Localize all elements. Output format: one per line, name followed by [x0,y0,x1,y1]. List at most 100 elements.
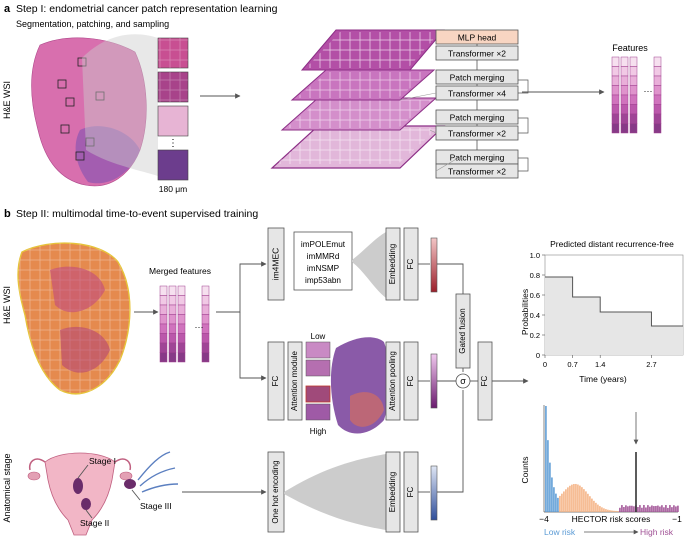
skip-link-0 [518,79,529,94]
hist-bar-66 [677,505,679,512]
fc-box-attn [267,341,285,421]
stack-block-label-2: Transformer ×4 [448,89,506,99]
features-dots-a: ··· [644,86,653,96]
hist-bar-6 [557,497,559,512]
attention-module-label: Attention module [290,350,299,411]
hist-bar-46 [637,507,639,512]
feat-b-cell-1-7 [168,352,177,363]
feat-a-cell-0-4 [611,94,620,105]
sigma-label: σ [460,376,466,386]
feat-a-cell-0-1 [611,66,620,77]
feat-a-cell-3-4 [653,94,662,105]
hist-bar-20 [585,491,587,512]
hist-bar-7 [559,495,561,512]
zoom-cone [82,34,158,177]
km-ytick-label-4: 0.8 [530,271,540,280]
feat-b-cell-3-6 [201,342,210,353]
embedding-box-1 [385,227,401,301]
feat-a-cell-2-1 [629,66,638,77]
fc-label-final: FC [480,375,489,386]
hist-bar-5 [555,493,557,512]
hist-bar-2 [549,462,551,512]
hist-bar-60 [665,505,667,512]
line-stage-to-fusion [437,390,464,493]
stack-block-label-6: Transformer ×2 [448,167,506,177]
section-b-title: Step II: multimodal time-to-event superv… [16,208,258,220]
hist-bar-61 [667,507,669,512]
feat-a-cell-2-2 [629,75,638,86]
km-xtick-label-0: 0 [543,360,547,369]
anatomical-stage-label: Anatomical stage [2,453,12,522]
hist-bar-37 [619,507,621,512]
section-a-letter: a [4,3,11,15]
km-curve [545,276,683,327]
feat-b-cell-2-7 [177,352,186,363]
feat-a-cell-0-7 [611,123,620,134]
hist-bar-17 [579,485,581,512]
hist-bar-50 [645,507,647,512]
subtype-p53abn: imp53abn [305,276,341,285]
merged-features-label: Merged features [149,266,211,276]
section-a-subtitle: Segmentation, patching, and sampling [16,19,169,29]
risk-histogram [543,405,679,513]
hist-bar-48 [641,507,643,512]
stack-block-label-1: Patch merging [450,73,505,83]
arrow-to-im4mec [216,261,267,313]
attention-low-label: Low [311,332,326,341]
subtype-mmrd: imMMRd [307,252,340,261]
stack-block-label-0: Transformer ×2 [448,49,506,59]
hist-bar-16 [577,484,579,512]
feat-a-cell-1-7 [620,123,629,134]
feat-b-cell-2-1 [177,295,186,306]
patch-thumbnails [157,37,189,181]
hist-bar-53 [651,505,653,512]
feature-columns-a [611,56,662,134]
feat-a-cell-1-0 [620,56,629,67]
hist-bar-21 [587,493,589,512]
onehot-label: One hot encoding [271,460,280,523]
feat-b-cell-0-2 [159,304,168,315]
stack-block-label-5: Patch merging [450,153,505,163]
subtype-pole: imPOLEmut [301,240,346,249]
hist-bar-59 [663,507,665,512]
section-b-wsi-label: H&E WSI [2,286,12,324]
hist-bar-19 [583,489,585,512]
feat-a-cell-2-0 [629,56,638,67]
im4mec-label: im4MEC [270,248,280,281]
hist-bar-22 [589,496,591,512]
fc-label-attn: FC [271,375,280,386]
hist-bar-13 [571,484,573,512]
features-label: Features [612,43,648,53]
hist-bar-23 [591,498,593,512]
feat-b-cell-3-1 [201,295,210,306]
stage-3-label: Stage III [140,501,172,511]
feat-a-cell-3-7 [653,123,662,134]
feat-a-cell-3-0 [653,56,662,67]
feat-b-cell-0-7 [159,352,168,363]
feat-b-cell-1-6 [168,342,177,353]
hist-bar-40 [625,505,627,512]
feat-b-cell-1-4 [168,323,177,334]
stage-1-label: Stage I [89,456,116,466]
feat-b-cell-0-0 [159,285,168,296]
feat-a-cell-0-5 [611,104,620,115]
hist-bar-63 [671,507,673,512]
km-ytick-label-1: 0.2 [530,331,540,340]
feat-b-cell-0-5 [159,333,168,344]
attention-module-box [287,341,303,421]
hist-bar-44 [633,506,635,512]
feature-columns-merged [159,285,210,363]
feat-a-cell-1-3 [620,85,629,96]
hist-bar-27 [599,506,601,512]
feat-a-cell-3-3 [653,85,662,96]
arrow-to-fc [239,312,267,381]
feat-a-cell-2-7 [629,123,638,134]
scale-label: 180 μm [159,184,188,194]
hist-bar-31 [607,509,609,512]
feat-b-cell-2-5 [177,333,186,344]
km-ytick-label-0: 0 [536,351,540,360]
merged-dots: ··· [195,322,204,332]
km-xtick-label-3: 2.7 [646,360,656,369]
im4mec-vector [430,237,438,293]
